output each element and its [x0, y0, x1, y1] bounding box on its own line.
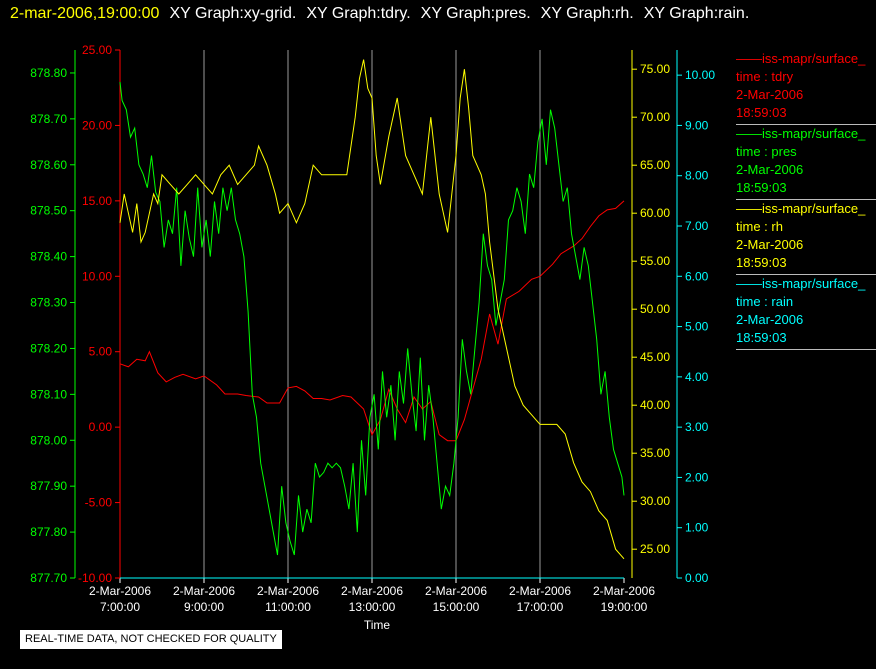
pres-series-line [119, 82, 625, 556]
pres-tick-label: 877.80 [30, 525, 67, 539]
rain-tick-label: 10.00 [685, 68, 715, 82]
x-tick-label-date: 2-Mar-2006 [173, 584, 235, 598]
rain-tick-label: 7.00 [685, 219, 709, 233]
rain-tick-label: 2.00 [685, 470, 709, 484]
legend-time: 18:59:03 [736, 105, 787, 120]
x-tick-label-time: 7:00:00 [100, 600, 140, 614]
rh-tick-label: 40.00 [640, 398, 670, 412]
graph-name-pres: XY Graph:pres. [420, 5, 531, 22]
tdry-tick-label: 5.00 [89, 345, 113, 359]
legend-date: 2-Mar-2006 [736, 87, 804, 102]
legend-entry-pres[interactable]: ——iss-mapr/surface_ time : pres 2-Mar-20… [736, 125, 876, 200]
rh-tick-label: 35.00 [640, 446, 670, 460]
pres-tick-label: 878.40 [30, 250, 67, 264]
legend: ——iss-mapr/surface_ time : tdry 2-Mar-20… [736, 50, 876, 350]
rain-tick-label: 0.00 [685, 571, 709, 585]
legend-time: 18:59:03 [736, 180, 787, 195]
legend-date: 2-Mar-2006 [736, 162, 804, 177]
tdry-tick-label: -5.00 [85, 496, 113, 510]
pres-tick-label: 877.90 [30, 479, 67, 493]
x-tick-label-time: 9:00:00 [184, 600, 224, 614]
x-tick-label-date: 2-Mar-2006 [89, 584, 151, 598]
rh-tick-label: 25.00 [640, 542, 670, 556]
rain-tick-label: 9.00 [685, 118, 709, 132]
legend-variable: time : pres [736, 144, 797, 159]
pres-tick-label: 878.30 [30, 296, 67, 310]
rh-tick-label: 65.00 [640, 158, 670, 172]
pres-tick-label: 878.50 [30, 204, 67, 218]
tdry-tick-label: 25.00 [82, 43, 112, 57]
x-tick-label-time: 17:00:00 [517, 600, 564, 614]
legend-variable: time : tdry [736, 69, 794, 84]
x-tick-label-date: 2-Mar-2006 [425, 584, 487, 598]
rain-tick-label: 6.00 [685, 269, 709, 283]
pres-tick-label: 878.20 [30, 341, 67, 355]
x-tick-label-date: 2-Mar-2006 [593, 584, 655, 598]
legend-variable: time : rain [736, 294, 794, 309]
rain-tick-label: 5.00 [685, 320, 709, 334]
x-tick-label-date: 2-Mar-2006 [341, 584, 403, 598]
x-tick-label-time: 19:00:00 [601, 600, 648, 614]
pres-tick-label: 878.60 [30, 158, 67, 172]
pres-tick-label: 878.80 [30, 66, 67, 80]
quality-notice: REAL-TIME DATA, NOT CHECKED FOR QUALITY [20, 630, 282, 649]
tdry-tick-label: 0.00 [89, 420, 113, 434]
legend-entry-rh[interactable]: ——iss-mapr/surface_ time : rh 2-Mar-2006… [736, 200, 876, 275]
legend-variable: time : rh [736, 219, 783, 234]
legend-time: 18:59:03 [736, 330, 787, 345]
pres-tick-label: 878.10 [30, 387, 67, 401]
title-bar: 2-mar-2006,19:00:00 XY Graph:xy-grid. XY G… [0, 0, 876, 28]
graph-name-rain: XY Graph:rain. [643, 5, 750, 22]
legend-date: 2-Mar-2006 [736, 237, 804, 252]
legend-time: 18:59:03 [736, 255, 787, 270]
legend-entry-rain[interactable]: ——iss-mapr/surface_ time : rain 2-Mar-20… [736, 275, 876, 350]
legend-series-name: ——iss-mapr/surface_ [736, 276, 866, 291]
x-tick-label-time: 11:00:00 [265, 600, 311, 614]
x-tick-label-date: 2-Mar-2006 [509, 584, 571, 598]
tdry-tick-label: 15.00 [82, 194, 112, 208]
tdry-tick-label: -10.00 [78, 571, 112, 585]
x-tick-label-time: 13:00:00 [349, 600, 396, 614]
legend-series-name: ——iss-mapr/surface_ [736, 126, 866, 141]
legend-date: 2-Mar-2006 [736, 312, 804, 327]
rh-tick-label: 50.00 [640, 302, 670, 316]
rh-series-line [119, 59, 625, 560]
rain-tick-label: 8.00 [685, 169, 709, 183]
pres-tick-label: 877.70 [30, 571, 67, 585]
rain-tick-label: 4.00 [685, 370, 709, 384]
rh-tick-label: 60.00 [640, 206, 670, 220]
legend-series-name: ——iss-mapr/surface_ [736, 201, 866, 216]
graph-name-xy-grid: XY Graph:xy-grid. [169, 5, 297, 22]
timestamp-label: 2-mar-2006,19:00:00 [10, 5, 160, 22]
pres-tick-label: 878.70 [30, 112, 67, 126]
pres-tick-label: 878.00 [30, 433, 67, 447]
x-tick-label-time: 15:00:00 [433, 600, 480, 614]
rh-tick-label: 45.00 [640, 350, 670, 364]
tdry-tick-label: 20.00 [82, 118, 112, 132]
x-axis-label: Time [364, 618, 391, 632]
tdry-tick-label: 10.00 [82, 269, 112, 283]
x-tick-label-date: 2-Mar-2006 [257, 584, 319, 598]
graph-name-rh: XY Graph:rh. [540, 5, 634, 22]
rain-tick-label: 3.00 [685, 420, 709, 434]
rh-tick-label: 75.00 [640, 62, 670, 76]
legend-entry-tdry[interactable]: ——iss-mapr/surface_ time : tdry 2-Mar-20… [736, 50, 876, 125]
legend-series-name: ——iss-mapr/surface_ [736, 51, 866, 66]
rain-tick-label: 1.00 [685, 521, 709, 535]
rh-tick-label: 30.00 [640, 494, 670, 508]
rh-tick-label: 55.00 [640, 254, 670, 268]
rh-tick-label: 70.00 [640, 110, 670, 124]
graph-name-tdry: XY Graph:tdry. [306, 5, 411, 22]
